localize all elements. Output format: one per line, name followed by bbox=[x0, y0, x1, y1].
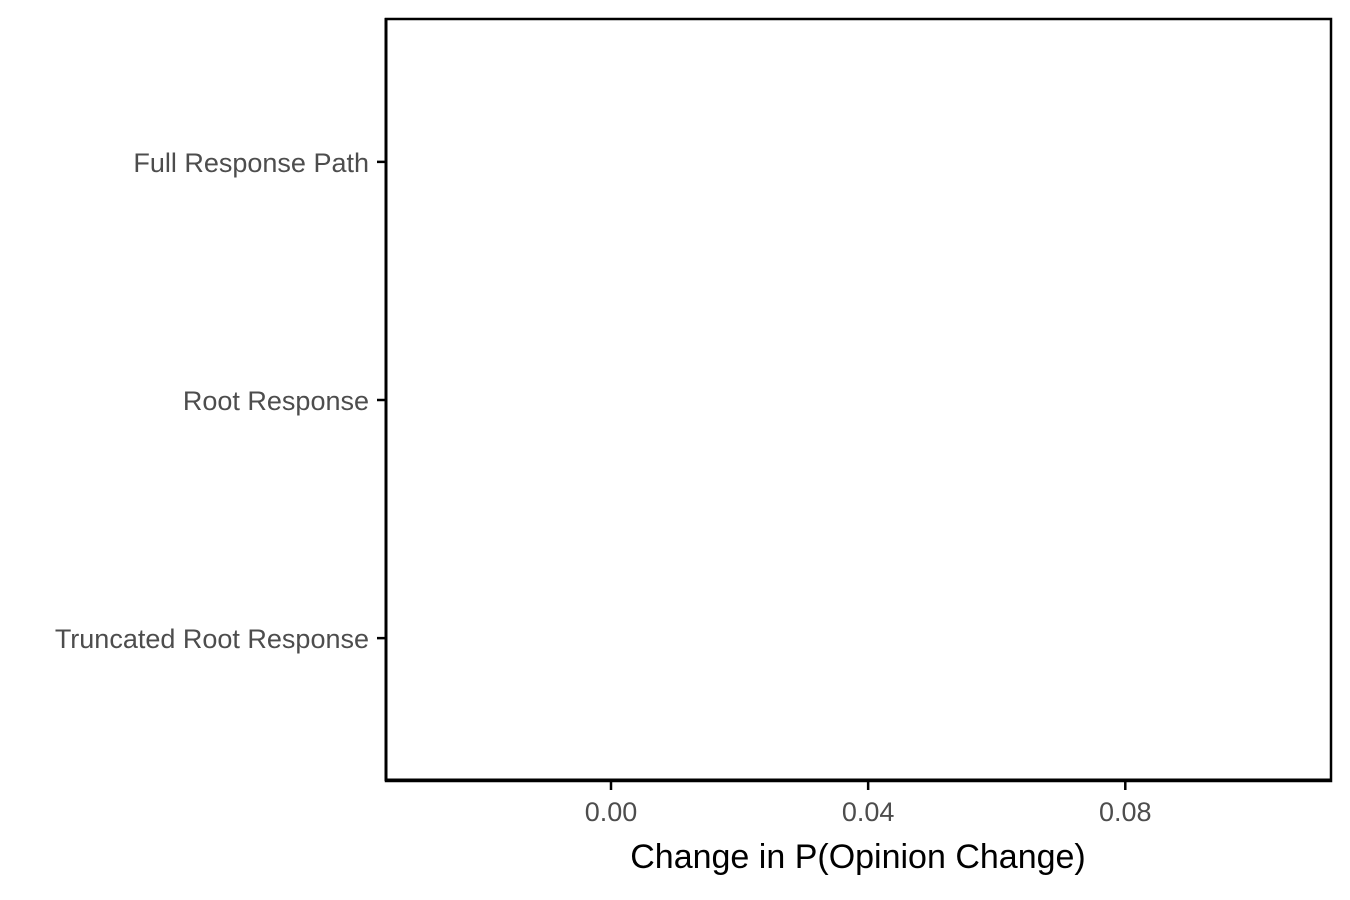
x-tick-label: 0.00 bbox=[585, 797, 638, 827]
y-tick-label: Root Response bbox=[183, 386, 369, 416]
x-axis-title: Change in P(Opinion Change) bbox=[630, 838, 1086, 876]
x-tick-label: 0.04 bbox=[842, 797, 895, 827]
x-axis-ticks: 0.00 0.04 0.08 bbox=[585, 781, 1152, 827]
y-axis-ticks: Full Response Path Root Response Truncated… bbox=[55, 148, 386, 654]
x-tick-label: 0.08 bbox=[1099, 797, 1152, 827]
plot-background bbox=[386, 19, 1331, 781]
y-tick-label: Full Response Path bbox=[133, 148, 369, 178]
y-tick-label: Truncated Root Response bbox=[55, 624, 369, 654]
